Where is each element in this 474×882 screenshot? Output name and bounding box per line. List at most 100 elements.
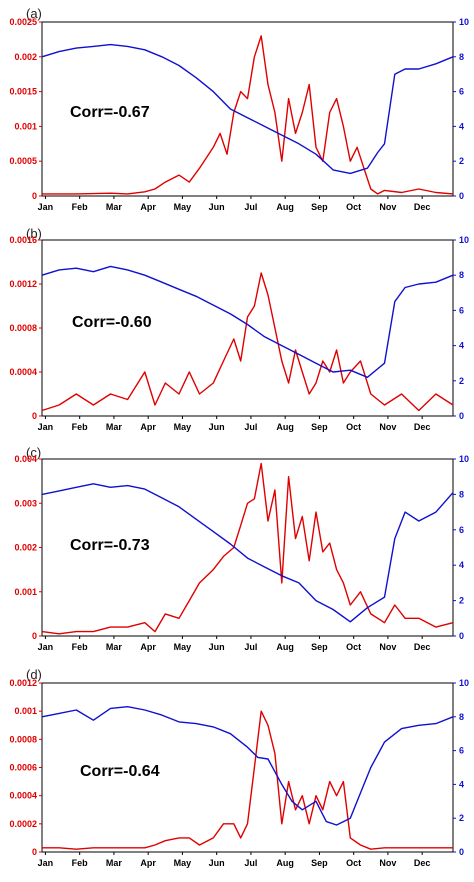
x-tick-label: Dec <box>414 642 431 652</box>
right-tick-label: 10 <box>459 678 469 688</box>
right-tick-label: 2 <box>459 596 464 606</box>
right-tick-label: 8 <box>459 712 464 722</box>
x-tick-label: Aug <box>276 422 294 432</box>
x-tick-label: Oct <box>346 202 361 212</box>
blue-series-line <box>41 706 454 826</box>
left-tick-label: 0.0002 <box>9 819 37 829</box>
x-tick-label: Nov <box>379 858 396 868</box>
x-tick-label: Jan <box>38 202 54 212</box>
right-tick-label: 6 <box>459 525 464 535</box>
panel-label: (d) <box>26 667 42 682</box>
left-tick-label: 0.0004 <box>9 367 37 377</box>
x-tick-label: Aug <box>276 202 294 212</box>
left-tick-label: 0.0008 <box>9 734 37 744</box>
x-tick-label: Jul <box>244 642 257 652</box>
x-tick-label: Nov <box>379 642 396 652</box>
x-tick-label: Feb <box>72 858 89 868</box>
right-tick-label: 2 <box>459 156 464 166</box>
x-tick-label: Apr <box>140 858 156 868</box>
x-tick-label: Sep <box>311 202 328 212</box>
left-tick-label: 0.002 <box>14 52 37 62</box>
x-tick-label: Oct <box>346 642 361 652</box>
left-tick-label: 0.0015 <box>9 87 37 97</box>
x-tick-label: Apr <box>140 202 156 212</box>
x-tick-label: May <box>174 422 192 432</box>
right-tick-label: 0 <box>459 631 464 641</box>
panel-label: (a) <box>26 6 42 21</box>
left-tick-label: 0.003 <box>14 498 37 508</box>
x-tick-label: Jan <box>38 858 54 868</box>
x-tick-label: Feb <box>72 642 89 652</box>
red-series-line <box>42 710 453 850</box>
left-tick-label: 0.001 <box>14 706 37 716</box>
x-tick-label: May <box>174 202 192 212</box>
x-tick-label: Jun <box>209 858 225 868</box>
x-tick-label: Jul <box>244 858 257 868</box>
x-tick-label: May <box>174 642 192 652</box>
left-tick-label: 0.0016 <box>9 235 37 245</box>
right-tick-label: 0 <box>459 847 464 857</box>
right-tick-label: 0 <box>459 411 464 421</box>
x-tick-label: Jul <box>244 202 257 212</box>
blue-series-line <box>41 265 454 378</box>
left-tick-label: 0.001 <box>14 121 37 131</box>
x-tick-label: Nov <box>379 202 396 212</box>
right-tick-label: 2 <box>459 376 464 386</box>
right-tick-label: 8 <box>459 270 464 280</box>
left-tick-label: 0.0008 <box>9 323 37 333</box>
right-tick-label: 6 <box>459 746 464 756</box>
right-tick-label: 4 <box>459 121 464 131</box>
x-tick-label: Apr <box>140 422 156 432</box>
right-tick-label: 4 <box>459 560 464 570</box>
blue-series-line <box>41 43 454 175</box>
chart-panel-b: (b) 0 0.0004 0.0008 0.0012 0.0016 0 2 4 6 8 10 Jan Fe… <box>9 226 469 432</box>
x-tick-label: May <box>174 858 192 868</box>
left-tick-label: 0.0025 <box>9 17 37 27</box>
right-tick-label: 2 <box>459 813 464 823</box>
left-tick-label: 0 <box>32 191 37 201</box>
x-tick-label: Jan <box>38 422 54 432</box>
x-tick-label: Mar <box>106 858 123 868</box>
left-tick-label: 0 <box>32 847 37 857</box>
red-series-line <box>41 462 454 635</box>
right-tick-label: 6 <box>459 87 464 97</box>
left-tick-label: 0.0006 <box>9 763 37 773</box>
correlation-label: Corr=-0.64 <box>80 763 160 780</box>
x-tick-label: Mar <box>106 642 123 652</box>
x-tick-label: Oct <box>346 858 361 868</box>
x-tick-label: Sep <box>311 422 328 432</box>
x-tick-label: Jun <box>209 422 225 432</box>
chart-panel-c: (c) 0 0.001 0.002 0.003 0.004 0 2 4 6 8 10 Jan Feb Mar… <box>14 445 469 652</box>
right-tick-label: 8 <box>459 52 464 62</box>
correlation-label: Corr=-0.73 <box>70 537 150 554</box>
left-tick-label: 0.002 <box>14 543 37 553</box>
correlation-label: Corr=-0.67 <box>70 104 150 121</box>
right-tick-label: 4 <box>459 341 464 351</box>
chart-panel-d: (d) 0 0.0002 0.0004 0.0006 0.0008 0.001 0.0012 0… <box>9 667 469 868</box>
x-tick-label: Jul <box>244 422 257 432</box>
x-tick-label: Feb <box>72 422 89 432</box>
left-tick-label: 0.0012 <box>9 279 37 289</box>
x-tick-label: Aug <box>276 642 294 652</box>
left-tick-label: 0.001 <box>14 587 37 597</box>
x-tick-label: Dec <box>414 202 431 212</box>
x-tick-label: Mar <box>106 422 123 432</box>
right-tick-label: 10 <box>459 454 469 464</box>
right-tick-label: 8 <box>459 489 464 499</box>
x-tick-label: Jun <box>209 202 225 212</box>
x-tick-label: Oct <box>346 422 361 432</box>
x-tick-label: Sep <box>311 858 328 868</box>
x-tick-label: Feb <box>72 202 89 212</box>
right-tick-label: 0 <box>459 191 464 201</box>
plot-frame <box>41 21 454 197</box>
left-tick-label: 0 <box>32 631 37 641</box>
x-tick-label: Nov <box>379 422 396 432</box>
x-tick-label: Dec <box>414 858 431 868</box>
right-tick-label: 6 <box>459 305 464 315</box>
left-tick-label: 0 <box>32 411 37 421</box>
x-tick-label: Jan <box>38 642 54 652</box>
blue-series-line <box>41 483 454 623</box>
left-tick-label: 0.004 <box>14 454 37 464</box>
right-tick-label: 10 <box>459 235 469 245</box>
